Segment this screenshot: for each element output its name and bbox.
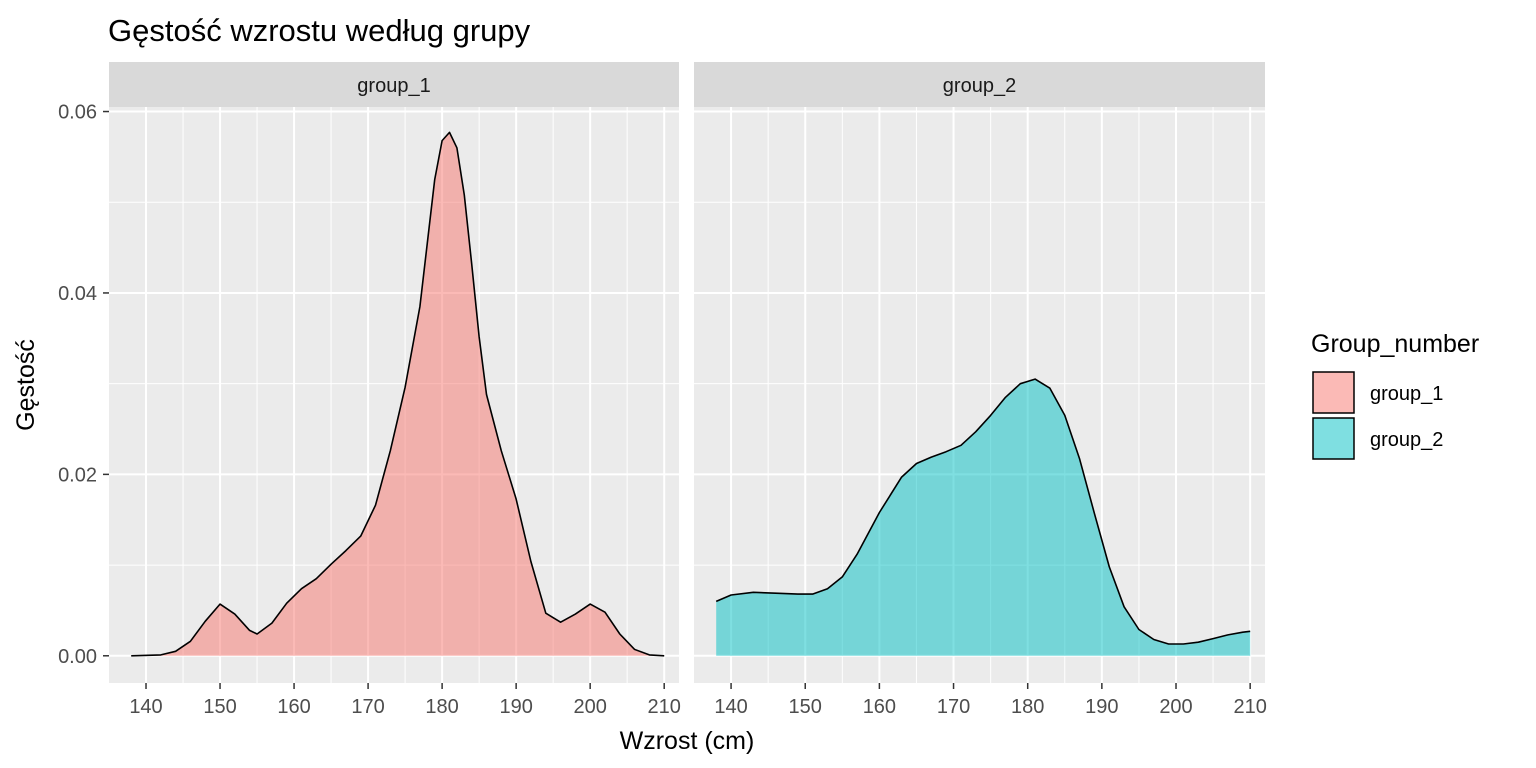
- legend: Group_number group_1 group_2: [1311, 330, 1479, 460]
- x-tick-label: 210: [648, 696, 681, 718]
- legend-item-group_2: group_2: [1312, 417, 1443, 460]
- x-tick-label: 180: [1011, 696, 1044, 718]
- density-line-group_1: [131, 131, 665, 657]
- x-tick-label: 170: [351, 696, 384, 718]
- x-tick-label: 200: [573, 696, 606, 718]
- density-area-group_2: [716, 379, 1251, 656]
- y-tick-label: 0.04: [58, 283, 97, 305]
- y-tick-label: 0.02: [58, 464, 97, 486]
- x-tick-label: 140: [129, 696, 162, 718]
- x-axis-label: Wzrost (cm): [620, 727, 755, 755]
- x-tick-label: 160: [277, 696, 310, 718]
- x-tick-label: 150: [203, 696, 236, 718]
- density-area-group_1: [131, 132, 665, 656]
- x-tick-label: 190: [499, 696, 532, 718]
- y-axis-label: Gęstość: [12, 339, 40, 431]
- x-tick-label: 140: [714, 696, 747, 718]
- legend-title: Group_number: [1311, 330, 1479, 358]
- legend-swatch: [1312, 417, 1355, 460]
- legend-label: group_2: [1370, 429, 1443, 451]
- y-tick-label: 0.06: [58, 102, 97, 124]
- facet-strip: [694, 62, 1265, 107]
- facet-panel-group_1: group_1 140 150 160 170 180 190 200 210 0.00 0.02 0…: [58, 62, 681, 718]
- x-tick-label: 180: [425, 696, 458, 718]
- chart-title: Gęstość wzrostu według grupy: [108, 13, 531, 48]
- facet-panels: group_1 140 150 160 170 180 190 200 210 0.00 0.02 0…: [58, 62, 1267, 718]
- legend-item-group_1: group_1: [1312, 371, 1443, 414]
- facet-strip-label: group_2: [943, 75, 1016, 97]
- density-line-group_2: [715, 378, 1251, 645]
- facet-strip-label: group_1: [357, 75, 430, 97]
- facet-strip: [109, 62, 679, 107]
- x-tick-label: 210: [1233, 696, 1266, 718]
- x-tick-label: 160: [863, 696, 896, 718]
- legend-swatch: [1312, 371, 1355, 414]
- x-tick-label: 200: [1159, 696, 1192, 718]
- y-tick-label: 0.00: [58, 646, 97, 668]
- x-tick-label: 150: [789, 696, 822, 718]
- x-tick-label: 190: [1085, 696, 1118, 718]
- legend-label: group_1: [1370, 383, 1443, 405]
- facet-panel-group_2: group_2 140 150 160 170 180 190 200 210: [694, 62, 1267, 718]
- x-tick-label: 170: [937, 696, 970, 718]
